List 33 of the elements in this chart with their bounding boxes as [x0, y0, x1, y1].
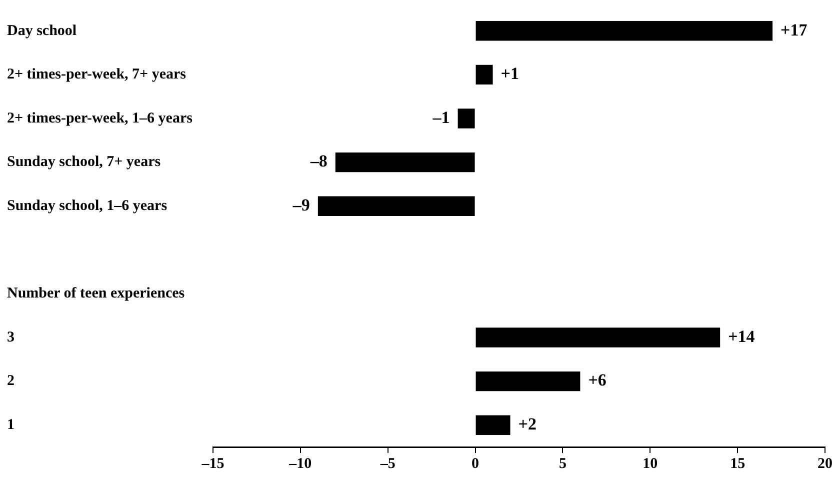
x-tick-label: 10 [642, 456, 658, 472]
data-label: +17 [780, 20, 808, 40]
data-label: –1 [432, 108, 450, 127]
y-tick-label: 2 [7, 373, 14, 390]
bar [318, 196, 475, 216]
x-tick-label: 5 [558, 456, 566, 472]
y-tick-label: 2+ times-per-week, 1–6 years [7, 110, 193, 126]
data-label: –9 [292, 195, 310, 214]
x-tick-label: 15 [730, 456, 746, 472]
bar [476, 415, 510, 435]
y-tick-label: Day school [7, 22, 77, 39]
y-tick-label: 1 [7, 416, 14, 433]
y-tick-label: Sunday school, 1–6 years [7, 198, 168, 214]
x-tick-label: –10 [288, 456, 312, 472]
x-tick-label: –15 [200, 456, 224, 472]
data-label: –8 [309, 152, 328, 171]
bar [476, 64, 493, 85]
bar [476, 371, 580, 392]
bar [458, 108, 475, 128]
data-label: +14 [728, 326, 756, 346]
y-tick-label: 2+ times-per-week, 7+ years [7, 66, 186, 83]
y-tick-label: 3 [7, 329, 14, 346]
data-label: +2 [518, 414, 536, 434]
x-tick-label: 20 [818, 456, 832, 472]
data-label: +6 [588, 370, 606, 390]
x-tick-label: –5 [379, 456, 396, 472]
bar [476, 21, 773, 41]
bar [335, 152, 475, 172]
bar [476, 328, 720, 348]
y-tick-label: Number of teen experiences [7, 286, 185, 302]
x-tick-label: 0 [472, 456, 480, 472]
y-tick-label: Sunday school, 7+ years [7, 154, 161, 170]
data-label: +1 [500, 64, 519, 84]
